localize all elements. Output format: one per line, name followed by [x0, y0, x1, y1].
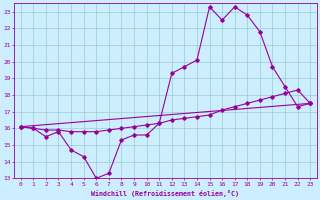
- X-axis label: Windchill (Refroidissement éolien,°C): Windchill (Refroidissement éolien,°C): [92, 190, 239, 197]
